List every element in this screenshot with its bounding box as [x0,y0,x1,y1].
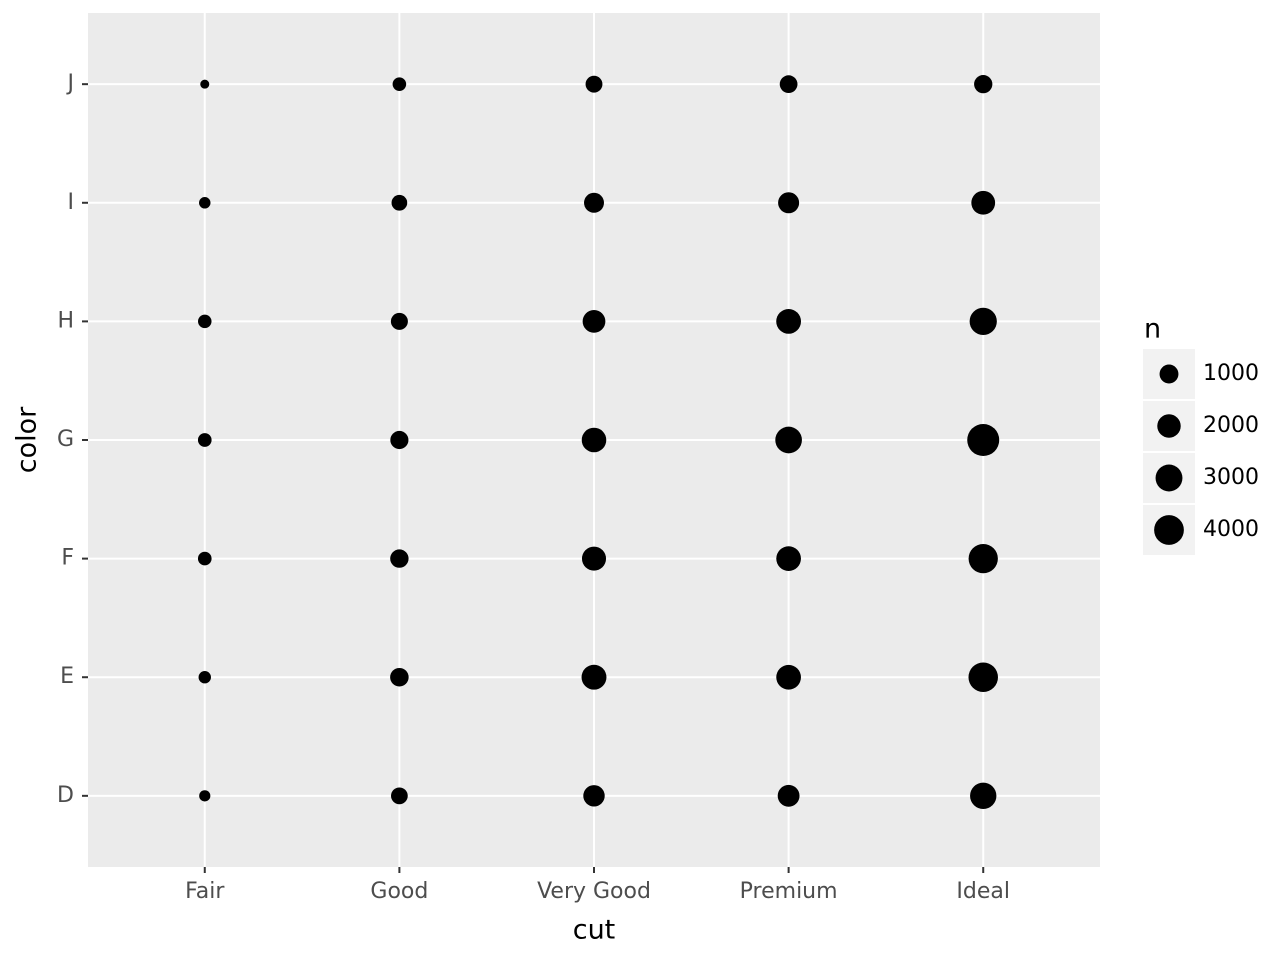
legend-point [1159,364,1179,384]
y-tick-label: D [57,783,74,808]
point [391,787,408,805]
legend-title: n [1144,314,1161,345]
point [582,310,606,333]
point [390,312,408,330]
point [581,546,607,571]
point [390,549,409,568]
point [778,192,800,214]
x-tick-label: Premium [740,879,838,904]
point [199,790,211,802]
x-tick-label: Fair [185,879,225,904]
point [392,77,407,91]
y-tick-label: E [60,664,74,689]
point [970,782,997,810]
x-axis-title: cut [573,915,616,946]
y-tick-label: I [68,190,75,215]
point [777,784,800,807]
point [581,427,607,453]
point [584,192,604,213]
point [775,426,802,454]
point [971,190,996,215]
point [776,664,801,690]
legend-label: 1000 [1203,361,1259,386]
point [390,667,409,687]
point [197,551,212,566]
point [974,75,993,94]
legend-point [1155,464,1183,492]
point [583,785,605,807]
point [199,197,211,209]
point [776,309,802,334]
legend-label: 3000 [1203,465,1259,490]
point [967,424,1000,456]
y-tick-label: F [61,546,74,571]
legend-label: 2000 [1203,413,1259,438]
legend-label: 4000 [1203,517,1259,542]
legend-point [1157,414,1181,438]
point [969,307,997,336]
x-tick-label: Very Good [537,879,651,904]
point [391,194,408,211]
point [390,430,409,450]
y-tick-label: H [57,308,74,333]
y-tick-label: J [66,71,75,96]
point [968,662,998,692]
x-tick-label: Good [370,879,428,904]
point [779,75,798,94]
legend-point [1154,515,1184,545]
point [198,314,212,329]
point [198,671,211,684]
point [197,433,212,447]
y-tick-label: G [57,427,74,452]
point [581,664,607,690]
x-tick-label: Ideal [956,879,1010,904]
point [776,546,801,571]
point [200,79,210,89]
point [968,543,998,574]
y-axis-title: color [12,406,43,473]
point [585,75,603,93]
